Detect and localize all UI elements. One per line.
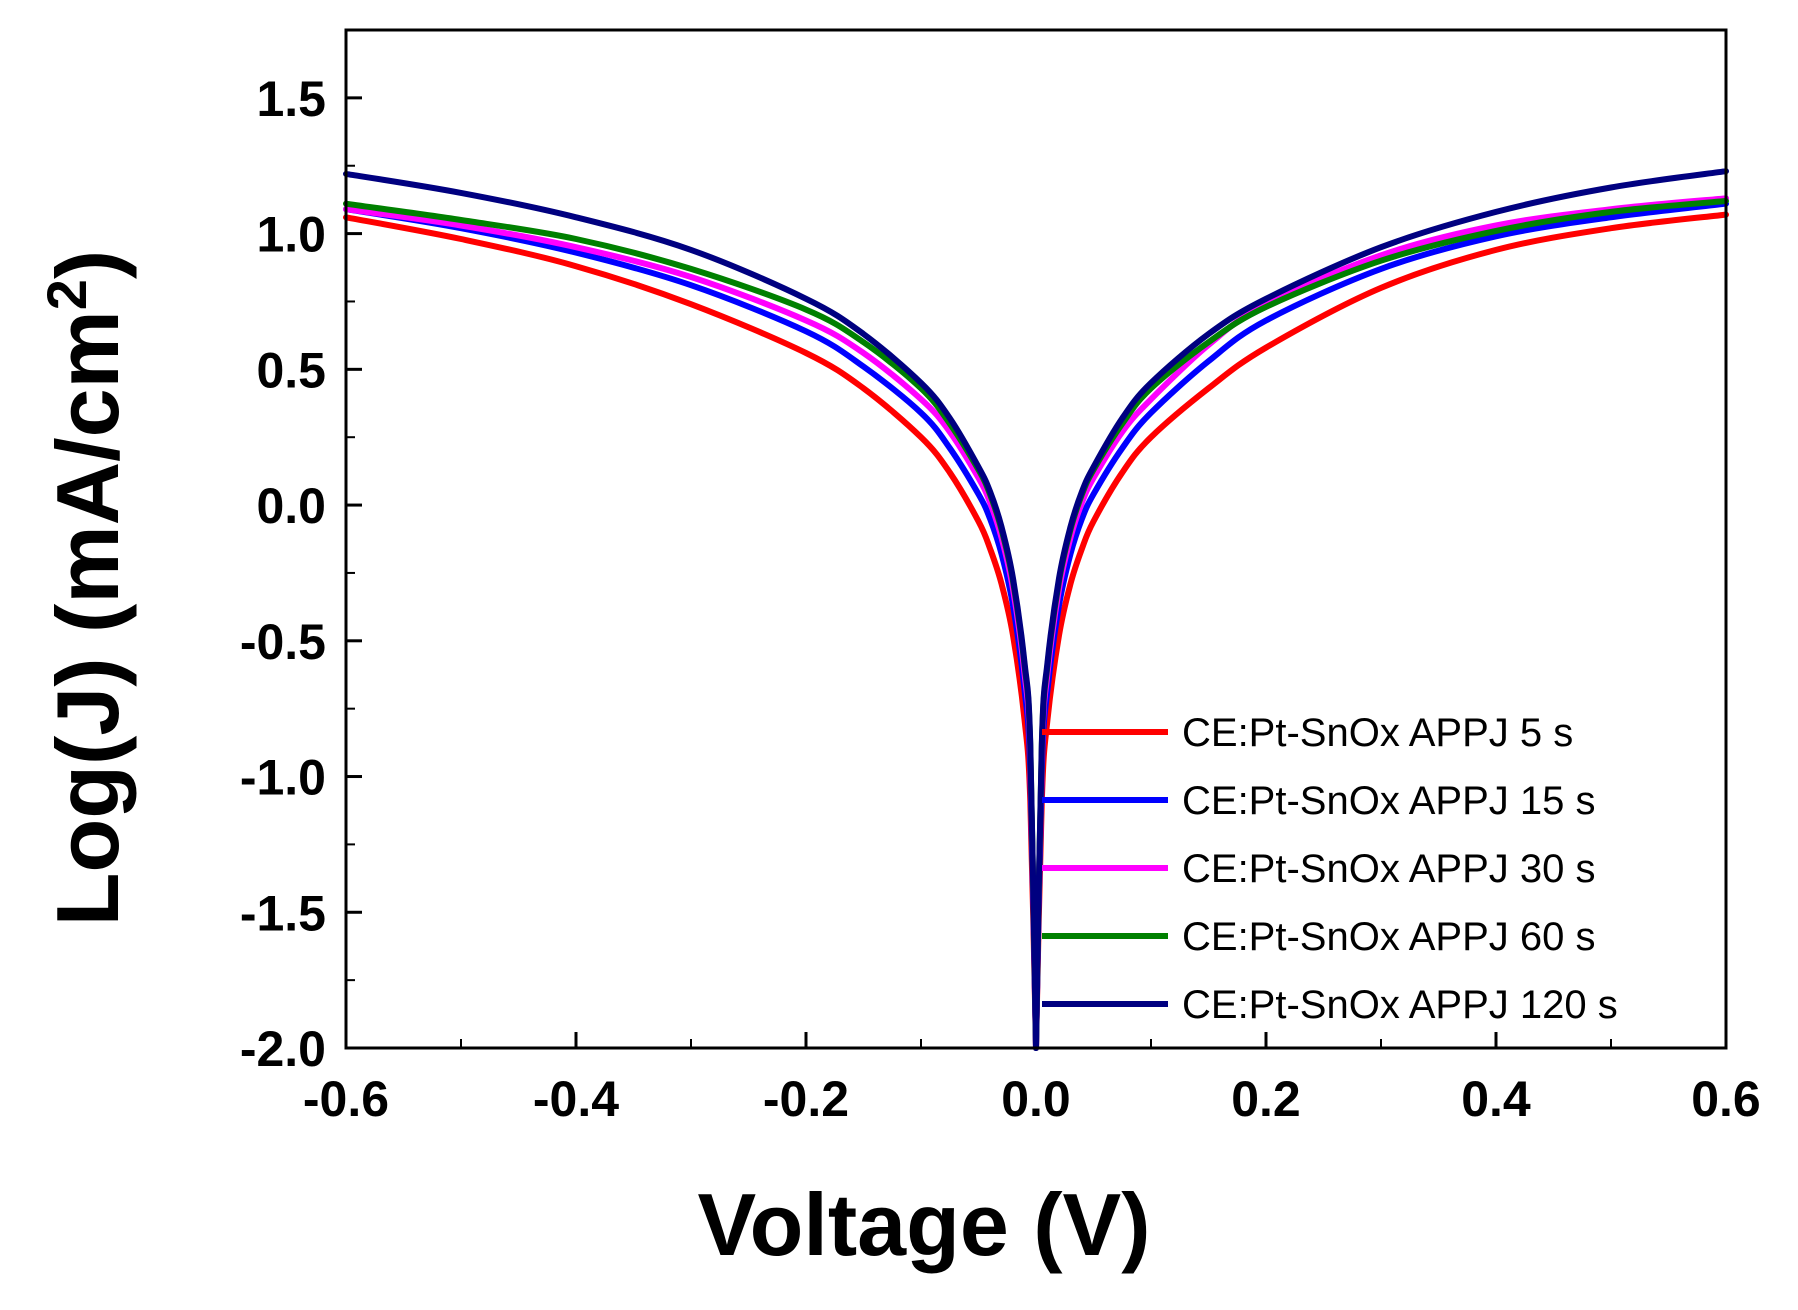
x-tick-label: 0.2	[1231, 1071, 1301, 1127]
y-tick-label: -2.0	[240, 1021, 326, 1077]
legend-label: CE:Pt-SnOx APPJ 15 s	[1182, 779, 1596, 823]
plot-frame	[344, 28, 1728, 1050]
x-tick-label: 0.0	[1001, 1071, 1071, 1127]
series-2-left-branch	[343, 206, 1039, 1051]
x-tick-label: -0.4	[533, 1071, 619, 1127]
legend-label: CE:Pt-SnOx APPJ 60 s	[1182, 915, 1596, 959]
x-axis-title: Voltage (V)	[697, 1175, 1150, 1274]
legend: CE:Pt-SnOx APPJ 5 s CE:Pt-SnOx APPJ 15 s C…	[1042, 711, 1618, 1027]
y-tick-label: 0.5	[256, 342, 326, 398]
y-tick-label: -1.0	[240, 750, 326, 806]
x-tick-label: 0.4	[1461, 1071, 1531, 1127]
y-tick-label: 0.0	[256, 478, 326, 534]
y-tick-labels: -2.0 -1.5 -1.0 -0.5 0.0 0.5 1.0 1.5	[240, 71, 326, 1077]
x-tick-label: -0.6	[303, 1071, 389, 1127]
legend-label: CE:Pt-SnOx APPJ 120 s	[1182, 983, 1618, 1027]
y-axis-title-superscript: 2	[35, 279, 98, 310]
series-4-left-branch	[343, 200, 1039, 1051]
y-axis-title: Log(J) (mA/cm2)	[35, 250, 137, 926]
series-3-left-branch	[343, 206, 1039, 1051]
x-tick-label: -0.2	[763, 1071, 849, 1127]
series-1-left-branch	[343, 214, 1039, 1051]
series-5-right-branch	[1033, 168, 1729, 1051]
legend-label: CE:Pt-SnOx APPJ 30 s	[1182, 847, 1596, 891]
y-axis-title-close: )	[38, 250, 137, 279]
curves	[343, 168, 1729, 1051]
x-tick-labels: -0.6 -0.4 -0.2 0.0 0.2 0.4 0.6	[303, 1071, 1761, 1127]
series-5-left-branch	[343, 170, 1039, 1051]
x-tick-label: 0.6	[1691, 1071, 1761, 1127]
y-tick-label: 1.0	[256, 207, 326, 263]
y-axis-title-main: Log(J) (mA/cm	[38, 310, 137, 926]
y-tick-label: 1.5	[256, 71, 326, 127]
y-tick-label: -0.5	[240, 614, 326, 670]
legend-label: CE:Pt-SnOx APPJ 5 s	[1182, 711, 1573, 755]
y-tick-label: -1.5	[240, 885, 326, 941]
